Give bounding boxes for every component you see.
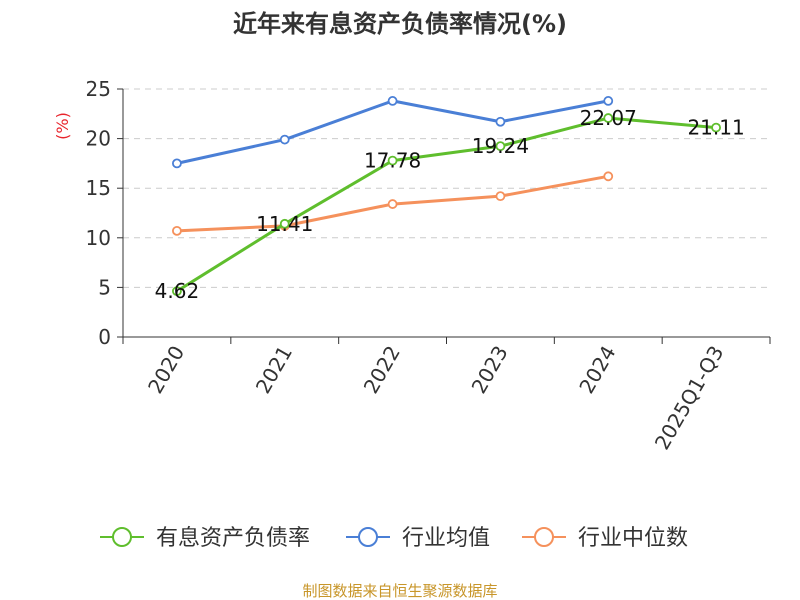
data-label: 4.62: [155, 279, 200, 303]
y-tick-label: 10: [86, 226, 111, 250]
y-tick-label: 0: [98, 325, 111, 349]
data-label: 22.07: [580, 106, 637, 130]
data-point: [172, 286, 182, 297]
data-point: [279, 218, 290, 229]
y-tick-label: 20: [86, 127, 111, 151]
data-point: [603, 171, 614, 182]
data-labels: 4.62 11.41 17.78 19.24 22.07 21.11: [155, 106, 745, 303]
y-tick-label: 15: [86, 176, 111, 200]
legend-label: 有息资产负债率: [156, 526, 310, 551]
x-tick-label: 2024: [574, 342, 620, 398]
data-point: [387, 96, 398, 106]
y-axis-label: (%): [53, 112, 72, 140]
data-point: [172, 225, 182, 236]
data-point: [387, 155, 398, 166]
data-point: [603, 113, 614, 123]
y-tick-label: 5: [98, 275, 111, 299]
data-point: [495, 116, 506, 127]
data-label: 11.41: [256, 212, 313, 236]
data-point: [495, 141, 506, 152]
data-point: [711, 122, 721, 133]
legend-label: 行业中位数: [578, 526, 688, 551]
source-note: 制图数据来自恒生聚源数据库: [302, 582, 497, 600]
legend-label: 行业均值: [402, 526, 490, 551]
y-tick-label: 25: [86, 77, 111, 101]
x-tick-label: 2022: [359, 342, 405, 398]
data-point: [387, 199, 398, 209]
chart-title: 近年来有息资产负债率情况(%): [233, 10, 567, 38]
data-point: [279, 134, 290, 145]
data-label: 21.11: [687, 116, 744, 140]
x-tick-label: 2021: [251, 342, 297, 398]
data-point: [603, 96, 614, 106]
x-tick-label: 2020: [143, 342, 189, 398]
x-tick-label: 2023: [467, 341, 513, 397]
grid-lines: [123, 88, 770, 288]
legend-marker: [112, 527, 132, 547]
legend: 有息资产负债率 行业均值 行业中位数: [100, 526, 688, 551]
data-label: 19.24: [472, 134, 529, 158]
data-label: 17.78: [364, 149, 421, 173]
axes: 0 5 10 15 20 25 2020 2021 2022 2023 2024 2025Q1-Q3: [86, 77, 771, 454]
legend-marker: [534, 527, 554, 547]
series-line: [176, 116, 717, 293]
data-point: [495, 191, 506, 202]
legend-marker: [358, 527, 378, 547]
series-lines: [172, 96, 721, 297]
x-tick-label: 2025Q1-Q3: [650, 342, 729, 454]
data-point: [172, 158, 182, 169]
